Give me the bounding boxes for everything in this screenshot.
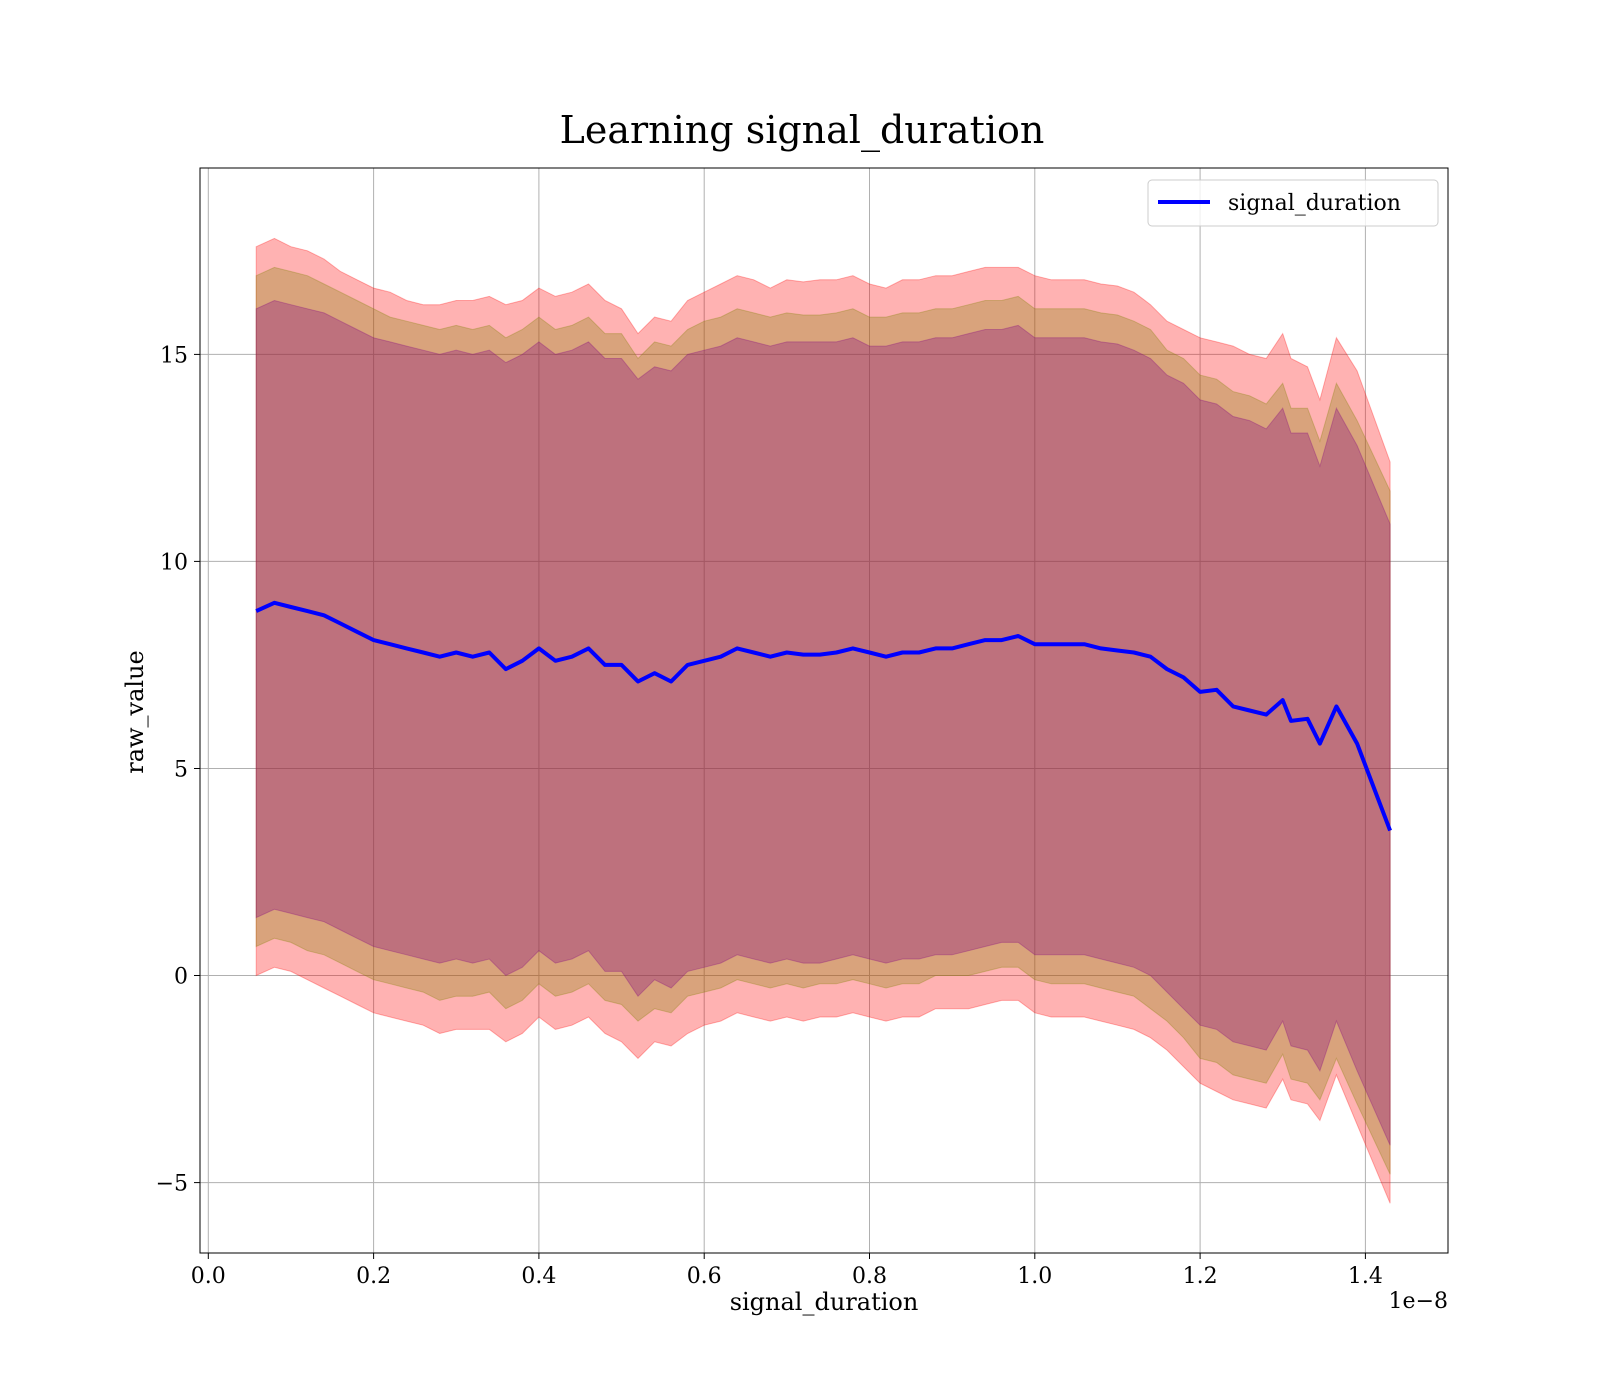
x-axis-offset-label: 1e−8 <box>1389 1289 1448 1314</box>
legend-label: signal_duration <box>1228 191 1401 216</box>
x-tick-label: 0.4 <box>521 1264 556 1289</box>
x-tick-label: 0.2 <box>356 1264 391 1289</box>
y-tick-label: 15 <box>160 343 188 368</box>
x-axis-ticks: 0.0 0.2 0.4 0.6 0.8 1.0 1.2 1.4 <box>191 1253 1383 1289</box>
x-tick-label: 0.8 <box>852 1264 887 1289</box>
grid <box>200 168 1448 1253</box>
legend: signal_duration <box>1147 179 1439 227</box>
x-axis-label: signal_duration <box>730 1288 919 1316</box>
y-tick-label: −5 <box>156 1172 188 1197</box>
confidence-band-2 <box>255 266 1391 1175</box>
x-tick-label: 1.2 <box>1183 1264 1218 1289</box>
series-lines <box>255 600 1392 832</box>
x-tick-label: 0.6 <box>687 1264 722 1289</box>
plot-frame <box>199 167 1449 1254</box>
y-tick-label: 10 <box>160 550 188 575</box>
confidence-bands <box>255 237 1391 1204</box>
x-tick-label: 1.4 <box>1348 1264 1383 1289</box>
x-tick-label: 1.0 <box>1017 1264 1052 1289</box>
y-axis-label: raw_value <box>121 650 149 774</box>
y-tick-label: 5 <box>174 758 188 783</box>
confidence-band-3 <box>255 299 1391 1146</box>
y-axis-ticks: −5 0 5 10 15 <box>156 343 200 1197</box>
y-tick-label: 0 <box>174 965 188 990</box>
chart-title: Learning signal_duration <box>560 108 1045 153</box>
series-line-signal_duration <box>255 600 1392 832</box>
legend-box <box>1147 179 1439 227</box>
x-tick-label: 0.0 <box>191 1264 226 1289</box>
confidence-band-1 <box>255 237 1391 1204</box>
